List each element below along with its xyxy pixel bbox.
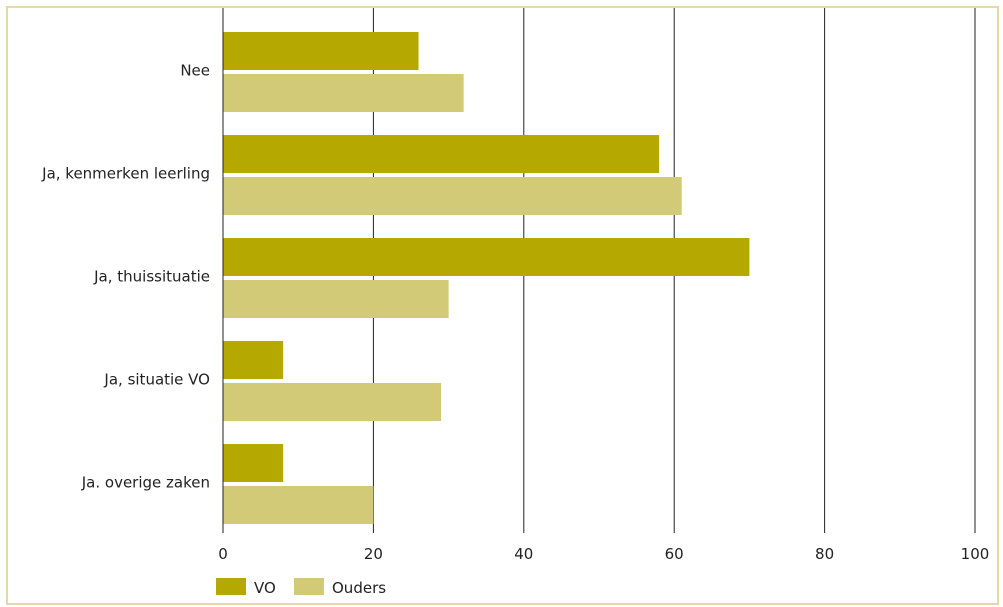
category-label: Nee xyxy=(180,62,210,80)
x-tick-label: 0 xyxy=(218,545,228,563)
bar-vo-0 xyxy=(223,32,419,70)
x-tick-label: 60 xyxy=(665,545,684,563)
bar-ouders-4 xyxy=(223,486,374,524)
category-label: Ja, situatie VO xyxy=(103,371,210,389)
category-label: Ja, thuissituatie xyxy=(93,268,210,286)
legend-swatch-ouders xyxy=(294,578,324,595)
bar-vo-1 xyxy=(223,135,660,173)
bar-vo-3 xyxy=(223,341,284,379)
x-tick-label: 100 xyxy=(961,545,990,563)
bar-ouders-3 xyxy=(223,383,442,421)
chart-frame: Nee Ja, kenmerken leerling Ja, thuissituat… xyxy=(6,6,999,605)
bar-vo-4 xyxy=(223,444,284,482)
x-tick-label: 20 xyxy=(364,545,383,563)
legend-swatch-vo xyxy=(216,578,246,595)
category-label: Ja. overige zaken xyxy=(81,474,210,492)
x-tick-label: 80 xyxy=(815,545,834,563)
category-label: Ja, kenmerken leerling xyxy=(41,165,210,183)
legend-label-vo: VO xyxy=(254,579,276,597)
bar-chart: Nee Ja, kenmerken leerling Ja, thuissituat… xyxy=(41,8,990,597)
bar-ouders-0 xyxy=(223,74,464,112)
bar-vo-2 xyxy=(223,238,750,276)
x-tick-label: 40 xyxy=(514,545,533,563)
bar-ouders-2 xyxy=(223,280,449,318)
bar-ouders-1 xyxy=(223,177,682,215)
legend-label-ouders: Ouders xyxy=(332,579,386,597)
